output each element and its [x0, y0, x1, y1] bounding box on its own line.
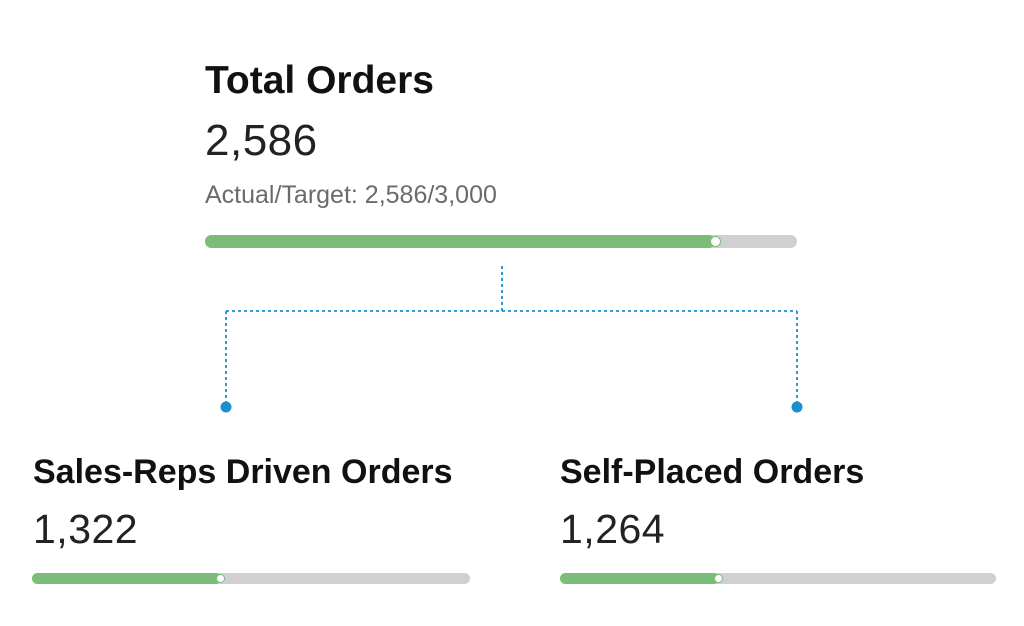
sales-reps-orders-progress-bar [32, 573, 470, 584]
sales-reps-orders-title: Sales-Reps Driven Orders [33, 453, 453, 491]
self-placed-orders-value: 1,264 [560, 506, 666, 552]
self-placed-orders-title: Self-Placed Orders [560, 453, 865, 491]
sales-reps-orders-progress-knob [216, 574, 226, 583]
total-orders-progress-fill [205, 235, 716, 248]
total-orders-target-text: Actual/Target: 2,586/3,000 [205, 181, 497, 209]
self-placed-orders-progress-bar [560, 573, 996, 584]
self-placed-orders-progress-fill [560, 573, 719, 584]
connector-lines [225, 266, 798, 405]
total-orders-title: Total Orders [205, 59, 434, 102]
total-orders-progress-knob [709, 236, 721, 247]
self-placed-orders-progress-knob [714, 574, 724, 583]
total-orders-progress-bar [205, 235, 797, 248]
connector-left-endpoint [220, 401, 232, 413]
total-orders-value: 2,586 [205, 116, 318, 165]
sales-reps-orders-progress-fill [32, 573, 221, 584]
connector-right-endpoint [791, 401, 803, 413]
sales-reps-orders-value: 1,322 [33, 506, 139, 552]
